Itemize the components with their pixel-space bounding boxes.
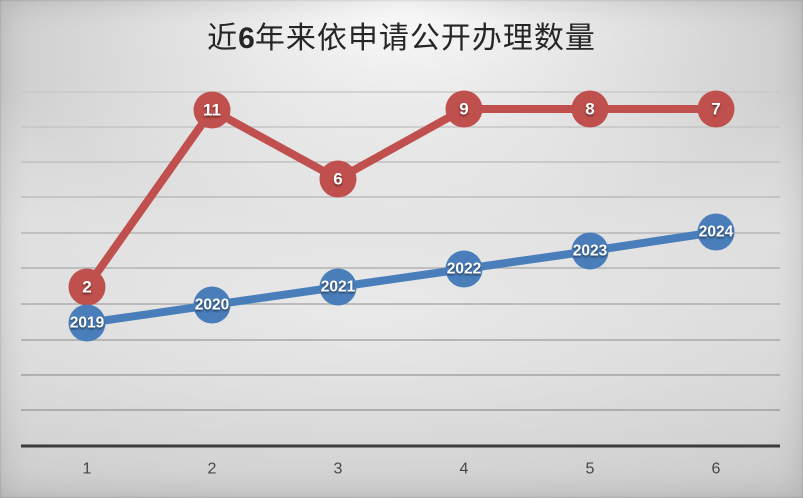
red-data-point (445, 90, 483, 128)
red-data-point (193, 91, 231, 129)
red-data-label: 6 (333, 170, 342, 189)
blue-data-label: 2021 (321, 279, 356, 296)
red-data-label: 8 (585, 100, 594, 119)
chart-title-suffix: 年来依申请公开办理数量 (254, 22, 596, 55)
blue-data-label: 2024 (699, 224, 734, 241)
red-line-series (83, 105, 720, 291)
blue-data-point (319, 268, 357, 306)
red-data-label: 2 (82, 278, 91, 297)
red-data-point (319, 160, 357, 198)
red-data-point (697, 90, 735, 128)
x-axis-label: 5 (586, 461, 595, 478)
blue-line-series (83, 228, 720, 327)
blue-data-point (68, 304, 106, 342)
blue-data-label: 2023 (573, 243, 608, 260)
x-axis-label: 6 (712, 461, 721, 478)
blue-data-label: 2020 (195, 297, 229, 314)
x-axis-label: 3 (334, 461, 343, 478)
blue-data-point (571, 232, 609, 270)
x-axis-label: 1 (83, 461, 92, 478)
blue-data-point (445, 250, 483, 288)
red-data-point (68, 268, 106, 306)
blue-data-point (697, 213, 735, 251)
x-axis-label: 2 (208, 461, 217, 478)
blue-data-label: 2022 (447, 261, 481, 278)
chart-title-number: 6 (238, 22, 255, 55)
chart-title: 近6年来依申请公开办理数量 (0, 22, 803, 56)
blue-data-point (193, 286, 231, 324)
chart-title-prefix: 近 (207, 22, 239, 55)
red-data-label: 7 (711, 100, 720, 119)
blue-data-label: 2019 (70, 315, 105, 332)
red-data-point (571, 90, 609, 128)
red-data-label: 11 (203, 101, 221, 120)
x-axis-label: 4 (460, 461, 469, 478)
red-data-label: 9 (459, 100, 468, 119)
